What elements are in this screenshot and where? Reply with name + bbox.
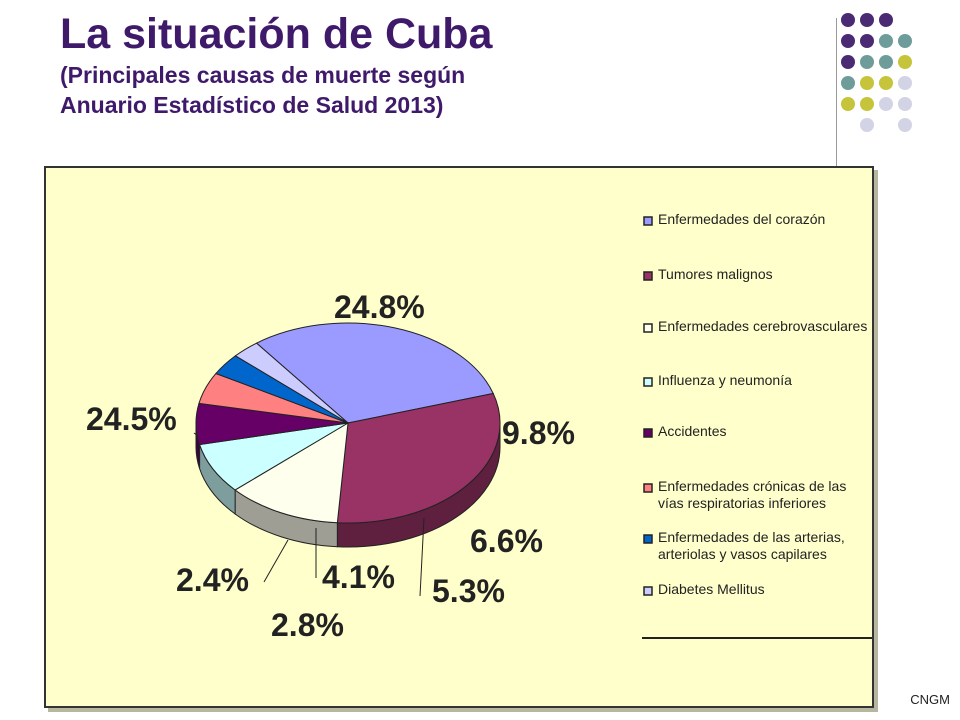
- legend-label: Enfermedades de las arterias, arteriolas …: [658, 529, 845, 562]
- data-label: 9.8%: [502, 415, 575, 451]
- chart-panel: 24.5% 24.8% 9.8% 6.6% 5.3% 4.1% 2.8% 2.4% Enferm…: [44, 166, 874, 708]
- data-label: 6.6%: [470, 523, 543, 559]
- legend-swatch: [643, 271, 653, 281]
- pie-chart: 24.5% 24.8% 9.8% 6.6% 5.3% 4.1% 2.8% 2.4% Enferm…: [86, 168, 872, 643]
- legend-label: Enfermedades del corazón: [658, 211, 825, 227]
- decorative-dot: [860, 76, 874, 90]
- decorative-dot: [860, 55, 874, 69]
- footer-credit: CNGM: [910, 692, 950, 707]
- legend-swatch: [643, 216, 653, 226]
- decorative-dot: [841, 97, 855, 111]
- decorative-dot: [898, 97, 912, 111]
- slide-title: La situación de Cuba (Principales causas…: [60, 8, 780, 120]
- decorative-dot: [898, 34, 912, 48]
- legend-label: Tumores malignos: [658, 266, 773, 282]
- decorative-dot: [898, 76, 912, 90]
- title-main: La situación de Cuba: [60, 10, 493, 58]
- pie-slice: [234, 422, 349, 524]
- decorative-dot: [841, 55, 855, 69]
- data-label-leader: [419, 517, 425, 597]
- legend-swatch: [643, 323, 653, 333]
- legend-label: Diabetes Mellitus: [658, 581, 765, 597]
- legend-label: Enfermedades cerebrovasculares: [658, 318, 867, 334]
- decorative-dot: [879, 76, 893, 90]
- decorative-dot: [898, 55, 912, 69]
- decorative-dot: [879, 97, 893, 111]
- data-label: 4.1%: [322, 559, 395, 595]
- legend-label: Enfermedades crónicas de las vías respira…: [658, 478, 846, 511]
- legend-swatch: [643, 483, 653, 493]
- decorative-dot: [860, 118, 874, 132]
- data-label: 5.3%: [432, 573, 505, 609]
- decorative-dot: [879, 55, 893, 69]
- legend-swatch: [643, 428, 653, 438]
- pie-slice: [336, 392, 501, 524]
- legend-frame: [636, 168, 872, 638]
- legend-swatch: [643, 377, 653, 387]
- data-label: 24.5%: [86, 401, 177, 437]
- data-labels: 24.5% 24.8% 9.8% 6.6% 5.3% 4.1% 2.8% 2.4%: [86, 289, 575, 643]
- decorative-dot: [841, 34, 855, 48]
- decorative-dot: [860, 97, 874, 111]
- decorative-dot: [841, 76, 855, 90]
- pie-top: [195, 322, 501, 524]
- data-label-leader: [193, 432, 199, 437]
- decorative-dot: [841, 13, 855, 27]
- legend-swatch: [643, 586, 653, 596]
- pie-slice: [234, 342, 349, 424]
- legend-label: Accidentes: [658, 423, 726, 439]
- decorative-dot: [860, 13, 874, 27]
- decorative-dot: [860, 34, 874, 48]
- data-label: 2.4%: [176, 562, 249, 598]
- data-label-leader: [263, 539, 289, 583]
- title-subtitle-line1: (Principales causas de muerte según: [60, 62, 466, 88]
- decorative-dot: [879, 13, 893, 27]
- data-label: 24.8%: [334, 289, 425, 325]
- legend-label: Influenza y neumonía: [658, 372, 792, 388]
- header-divider: [836, 18, 837, 166]
- pie-slice: [255, 322, 494, 424]
- decorative-dot: [898, 118, 912, 132]
- title-subtitle-line2: Anuario Estadístico de Salud 2013): [60, 92, 444, 118]
- decorative-dot-grid: [841, 13, 912, 132]
- legend-swatch: [643, 534, 653, 544]
- legend: Enfermedades del corazón Tumores malignos…: [636, 168, 872, 639]
- data-label: 2.8%: [271, 607, 344, 643]
- decorative-dot: [879, 34, 893, 48]
